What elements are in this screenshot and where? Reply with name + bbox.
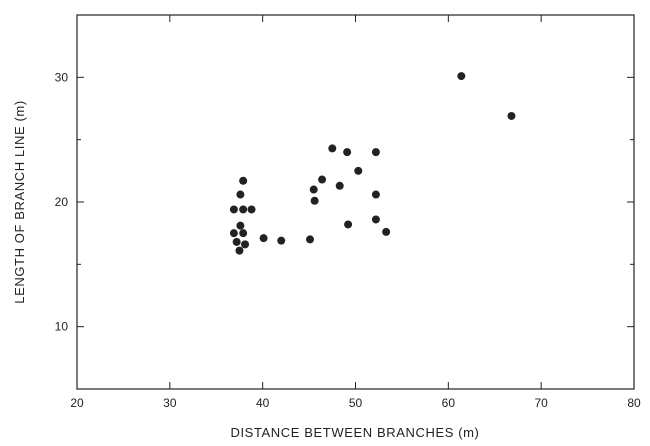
y-tick-labels: 10 20 30 [55,70,69,333]
data-point [328,144,337,153]
data-point [335,181,344,190]
data-point [343,148,352,157]
x-tick-label: 60 [442,396,456,410]
data-point [457,72,466,81]
data-point [259,234,268,243]
data-point [507,111,516,120]
data-point [247,205,256,214]
data-point [239,205,248,214]
x-tick-label: 30 [163,396,177,410]
y-axis-title: LENGTH OF BRANCH LINE (m) [12,100,27,304]
data-point [382,227,391,236]
y-tick-label: 30 [55,70,69,84]
data-point [241,240,250,249]
data-point [309,185,318,194]
x-tick-label: 50 [349,396,363,410]
data-point [229,229,238,238]
y-tick-label: 20 [55,195,69,209]
data-point [229,205,238,214]
data-point [371,215,380,224]
data-point [310,196,319,205]
data-point [236,190,245,199]
x-tick-labels: 20 30 40 50 60 70 80 [70,396,641,410]
data-point [236,221,245,230]
y-tick-label: 10 [55,320,69,334]
x-tick-label: 70 [534,396,548,410]
data-point [371,190,380,199]
data-point [239,229,248,238]
data-point [235,246,244,255]
data-point [306,235,315,244]
x-tick-label: 40 [256,396,270,410]
data-point [232,237,241,246]
x-tick-label: 80 [627,396,641,410]
data-point [371,148,380,157]
x-tick-label: 20 [70,396,84,410]
data-point [277,236,286,245]
data-point [239,176,248,185]
plot-frame [76,14,635,390]
data-points [229,72,516,255]
axis-ticks [77,15,634,389]
data-point [354,166,363,175]
x-axis-title: DISTANCE BETWEEN BRANCHES (m) [230,425,479,440]
data-point [344,220,353,229]
data-point [318,175,327,184]
